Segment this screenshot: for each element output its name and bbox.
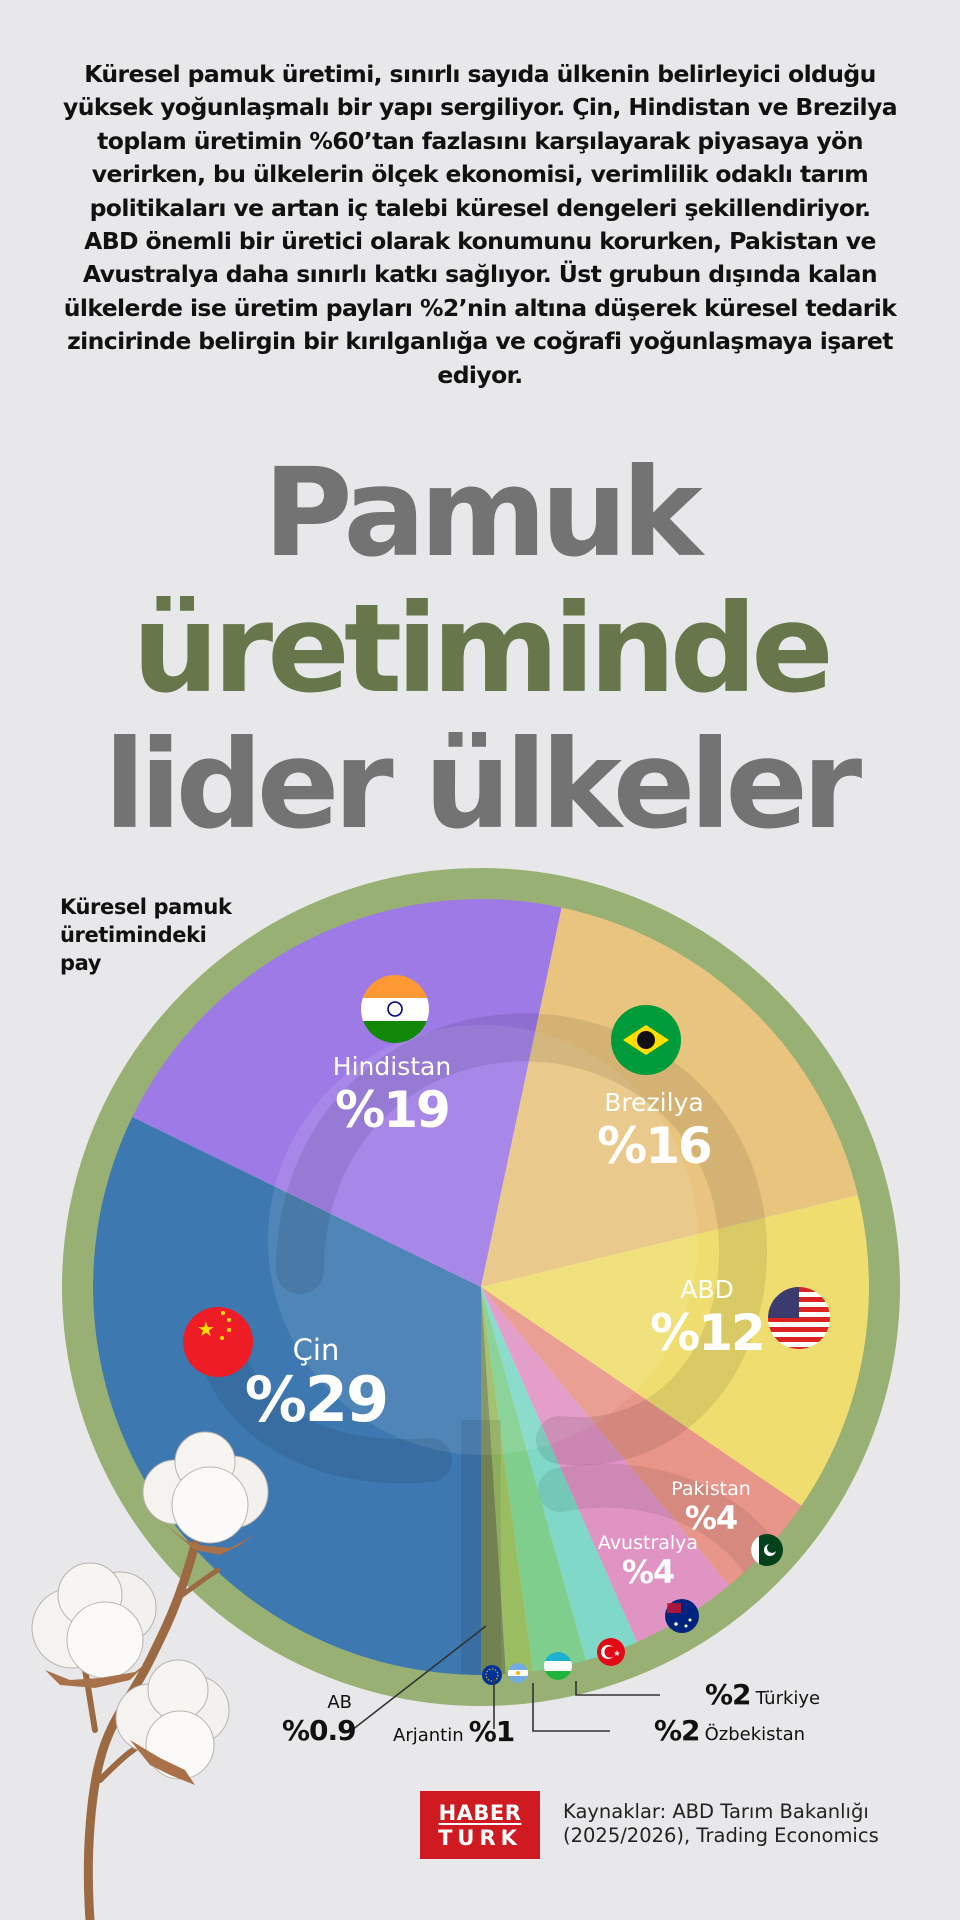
slice-brezilya [481, 907, 858, 1287]
label-name: AB [327, 1692, 352, 1713]
label-percent: %2 [705, 1678, 752, 1711]
pakistan-flag [751, 1534, 783, 1566]
label-name: Brezilya [604, 1088, 704, 1117]
haberturk-logo: HABER TURK [420, 1791, 540, 1859]
source-line-1: Kaynaklar: ABD Tarım Bakanlığı [563, 1800, 869, 1823]
argentina-flag [508, 1663, 528, 1683]
usa-flag [768, 1287, 830, 1349]
label-ab-percent: %0.9 [282, 1714, 357, 1747]
label-percent: %1 [468, 1715, 516, 1748]
label-pakistan: Pakistan %4 [671, 1478, 751, 1536]
logo-line-1: HABER [438, 1801, 522, 1825]
label-percent: %2 [654, 1714, 701, 1747]
label-percent: %19 [335, 1081, 451, 1139]
chart-caption: Küresel pamuk üretimindeki pay [60, 895, 232, 975]
source-line-2: (2025/2026), Trading Economics [563, 1824, 879, 1847]
svg-text:★: ★ [613, 1649, 620, 1658]
label-name: Avustralya [597, 1532, 699, 1554]
title-line-2: üretiminde [132, 578, 834, 720]
label-brezilya: Brezilya %16 [597, 1088, 713, 1175]
label-name: Türkiye [755, 1688, 821, 1709]
title-line-1: Pamuk [263, 442, 703, 584]
label-avustralya: Avustralya %4 [598, 1532, 698, 1590]
slice-hindistan [132, 899, 562, 1287]
label-arjantin: Arjantin %1 [393, 1715, 516, 1748]
label-ab: AB [282, 1692, 352, 1713]
decorative-cotton-outline [193, 1013, 802, 1675]
source-note: Kaynaklar: ABD Tarım Bakanlığı (2025/202… [563, 1800, 879, 1848]
eu-flag [482, 1665, 502, 1685]
label-cin: Çin %29 [244, 1333, 389, 1436]
brazil-flag [611, 1005, 681, 1075]
label-ozbekistan: %2 Özbekistan [654, 1714, 805, 1747]
slice-arjantin [481, 1287, 533, 1675]
label-name: Pakistan [671, 1478, 751, 1500]
label-percent: %12 [650, 1304, 766, 1362]
label-percent: %0.9 [282, 1714, 357, 1747]
label-name: Arjantin [393, 1725, 464, 1746]
slice-abd [481, 1195, 869, 1506]
slice-ozbekistan [481, 1287, 586, 1672]
label-percent: %4 [684, 1499, 738, 1537]
india-flag [361, 975, 429, 1043]
slice-pakistan [481, 1287, 802, 1586]
slice-ab [481, 1287, 506, 1675]
slice-avustralya [481, 1287, 729, 1643]
china-flag: ★ [183, 1307, 253, 1377]
label-percent: %29 [244, 1363, 389, 1436]
label-turkiye: %2 Türkiye [705, 1678, 820, 1711]
uzbekistan-flag [544, 1652, 572, 1680]
cotton-branch-illustration [31, 1431, 269, 1920]
svg-text:★: ★ [197, 1317, 215, 1341]
label-name: Hindistan [332, 1052, 452, 1081]
label-name: ABD [680, 1275, 734, 1304]
label-hindistan: Hindistan %19 [333, 1052, 451, 1138]
turkey-flag: ★ [597, 1638, 625, 1666]
slice-turkiye [481, 1287, 637, 1661]
label-percent: %16 [597, 1117, 713, 1175]
label-name: Çin [292, 1333, 340, 1367]
intro-paragraph: Küresel pamuk üretimi, sınırlı sayıda ül… [63, 60, 898, 389]
leader-lines [351, 1625, 660, 1732]
label-name: Özbekistan [704, 1724, 806, 1745]
label-percent: %4 [621, 1553, 675, 1591]
pie-outer-ring [62, 868, 900, 1706]
australia-flag [665, 1599, 699, 1633]
label-abd: ABD %12 [650, 1275, 766, 1362]
logo-line-2: TURK [438, 1826, 522, 1850]
title-line-3: lider ülkeler [103, 714, 862, 856]
